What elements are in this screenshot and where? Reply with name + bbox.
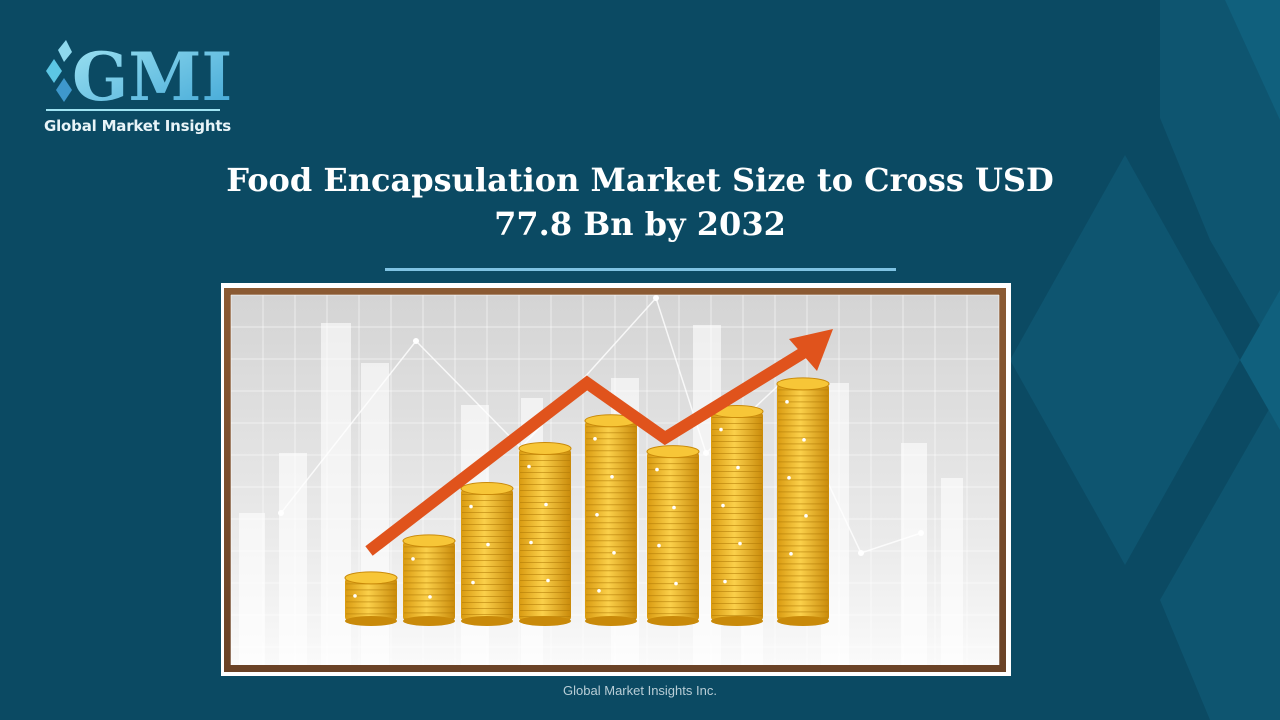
title-line-1: Food Encapsulation Market Size to Cross … (226, 161, 1054, 199)
coin-stack (344, 571, 398, 626)
logo-mark: GMI (72, 38, 230, 116)
coin-stack (710, 405, 764, 626)
coin-stack (402, 534, 456, 626)
title-divider (385, 268, 896, 271)
title-line-2: 77.8 Bn by 2032 (494, 205, 786, 243)
market-growth-illustration (221, 283, 1011, 676)
coin-stack (584, 414, 638, 626)
coin-stack (518, 442, 572, 626)
footer-company: Global Market Insights Inc. (563, 683, 717, 698)
coin-stacks (344, 377, 830, 626)
coin-stack (646, 445, 700, 626)
gmi-logo: GMI (46, 38, 230, 116)
page-title: Food Encapsulation Market Size to Cross … (200, 158, 1080, 246)
coin-stack (776, 377, 830, 626)
gold-coin-stacks-growth-arrow-icon (221, 283, 1011, 676)
brand-name: Global Market Insights (44, 117, 232, 135)
growth-arrow-icon (365, 329, 833, 556)
diamond-icon (46, 40, 72, 102)
coin-stack (460, 482, 514, 626)
